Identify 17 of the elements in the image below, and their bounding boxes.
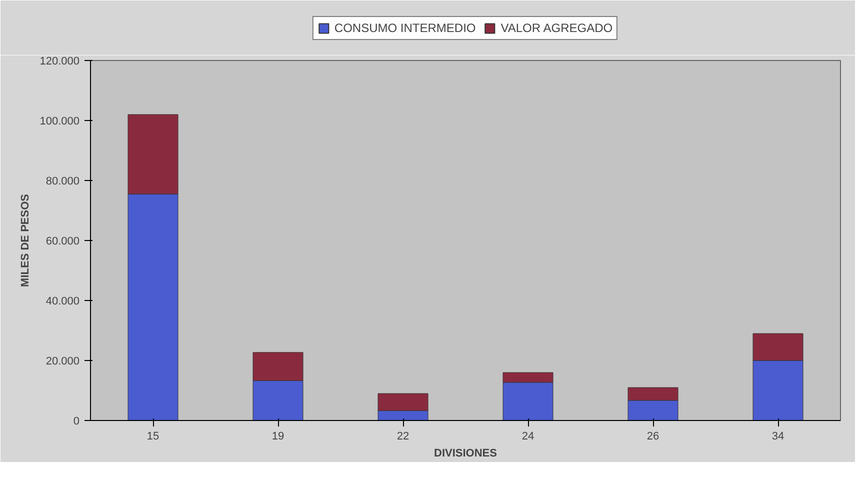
x-tick-label: 22 — [396, 430, 410, 442]
y-tick-label: 120.000 — [40, 56, 80, 68]
x-tick-label: 15 — [146, 430, 160, 442]
x-tick-label: 24 — [522, 430, 534, 442]
x-tick-label: 26 — [646, 430, 660, 442]
y-tick-label: 0 — [73, 416, 80, 428]
y-tick-label: 100.000 — [40, 116, 80, 128]
x-tick-label: 19 — [272, 430, 284, 442]
y-tick-label: 60.000 — [46, 236, 80, 248]
legend-label: CONSUMO INTERMEDIO — [334, 20, 476, 34]
y-tick-label: 20.000 — [46, 356, 80, 368]
y-tick-label: 40.000 — [46, 296, 80, 308]
y-tick-label: 80.000 — [46, 176, 80, 188]
y-axis-title: MILES DE PESOS — [20, 194, 32, 287]
x-axis-title: DIVISIONES — [434, 448, 497, 460]
x-tick-label: 34 — [772, 430, 784, 442]
legend-label: VALOR AGREGADO — [500, 20, 613, 34]
